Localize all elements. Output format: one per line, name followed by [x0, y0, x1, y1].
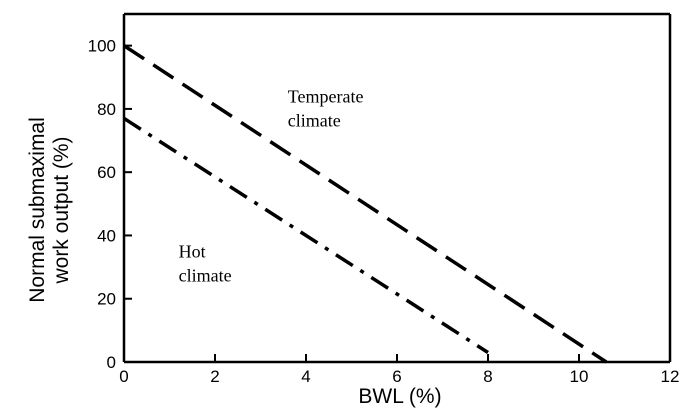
- x-ticks: 0 2 4 6 8 10 12: [119, 354, 679, 386]
- annotation-line: climate: [288, 111, 341, 131]
- x-tick-label: 12: [661, 367, 680, 386]
- y-tick-label: 60: [97, 163, 116, 182]
- annotation-2: Hot climate: [179, 242, 232, 286]
- annotation-line: climate: [179, 266, 232, 286]
- y-tick-label: 80: [97, 100, 116, 119]
- y-axis-title-line-2: work output (%): [50, 136, 73, 284]
- y-tick-label: 40: [97, 226, 116, 245]
- annotation-1: Temperate climate: [288, 87, 364, 131]
- x-axis-title: BWL (%): [358, 385, 441, 408]
- y-tick-label: 20: [97, 290, 116, 309]
- x-tick-label: 6: [392, 367, 401, 386]
- x-tick-label: 8: [483, 367, 492, 386]
- plot-frame: [122, 12, 672, 364]
- y-tick-label: 100: [88, 37, 116, 56]
- y-axis-title: Normal submaximal work output (%): [26, 117, 73, 303]
- y-tick-label: 0: [107, 353, 116, 372]
- annotation-line: Temperate: [288, 87, 364, 107]
- annotation-group: Temperate climate Hot climate: [179, 87, 364, 286]
- x-tick-label: 4: [301, 367, 310, 386]
- series-group: [123, 44, 608, 364]
- x-tick-label: 10: [570, 367, 589, 386]
- series-line-2: [123, 116, 489, 354]
- y-ticks: 0 20 40 60 80 100: [88, 37, 132, 372]
- y-axis-title-line-1: Normal submaximal: [26, 117, 49, 303]
- x-tick-label: 0: [119, 367, 128, 386]
- annotation-line: Hot: [179, 242, 206, 262]
- x-tick-label: 2: [210, 367, 219, 386]
- series-line-1: [123, 44, 608, 364]
